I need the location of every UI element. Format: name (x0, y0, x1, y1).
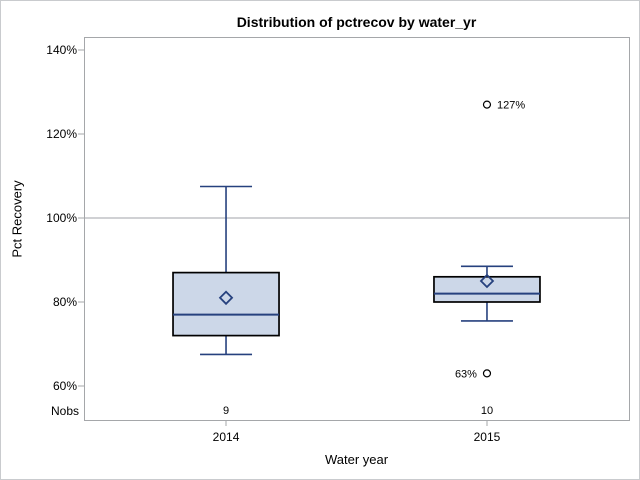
x-tick-label: 2015 (474, 430, 501, 444)
outlier-point (482, 100, 492, 109)
y-tick-label: 100% (46, 211, 77, 225)
y-tick-label: 60% (53, 379, 77, 393)
x-tick-label: 2014 (213, 430, 240, 444)
outlier-label: 127% (497, 100, 525, 112)
y-tick-label: 80% (53, 295, 77, 309)
mean-marker (218, 290, 234, 306)
nobs-value: 10 (481, 405, 493, 417)
outlier-point (482, 369, 492, 378)
mean-marker (479, 273, 495, 289)
y-tick-label: 140% (46, 43, 77, 57)
outlier-label: 63% (455, 368, 477, 380)
box (433, 275, 541, 303)
nobs-value: 9 (223, 405, 229, 417)
chart-title: Distribution of pctrecov by water_yr (236, 14, 477, 30)
y-tick-label: 120% (46, 127, 77, 141)
y-axis-title: Pct Recovery (9, 180, 25, 258)
x-axis-title: Water year (324, 452, 389, 467)
plot-frame (84, 37, 630, 421)
nobs-row-label: Nobs (50, 404, 79, 418)
